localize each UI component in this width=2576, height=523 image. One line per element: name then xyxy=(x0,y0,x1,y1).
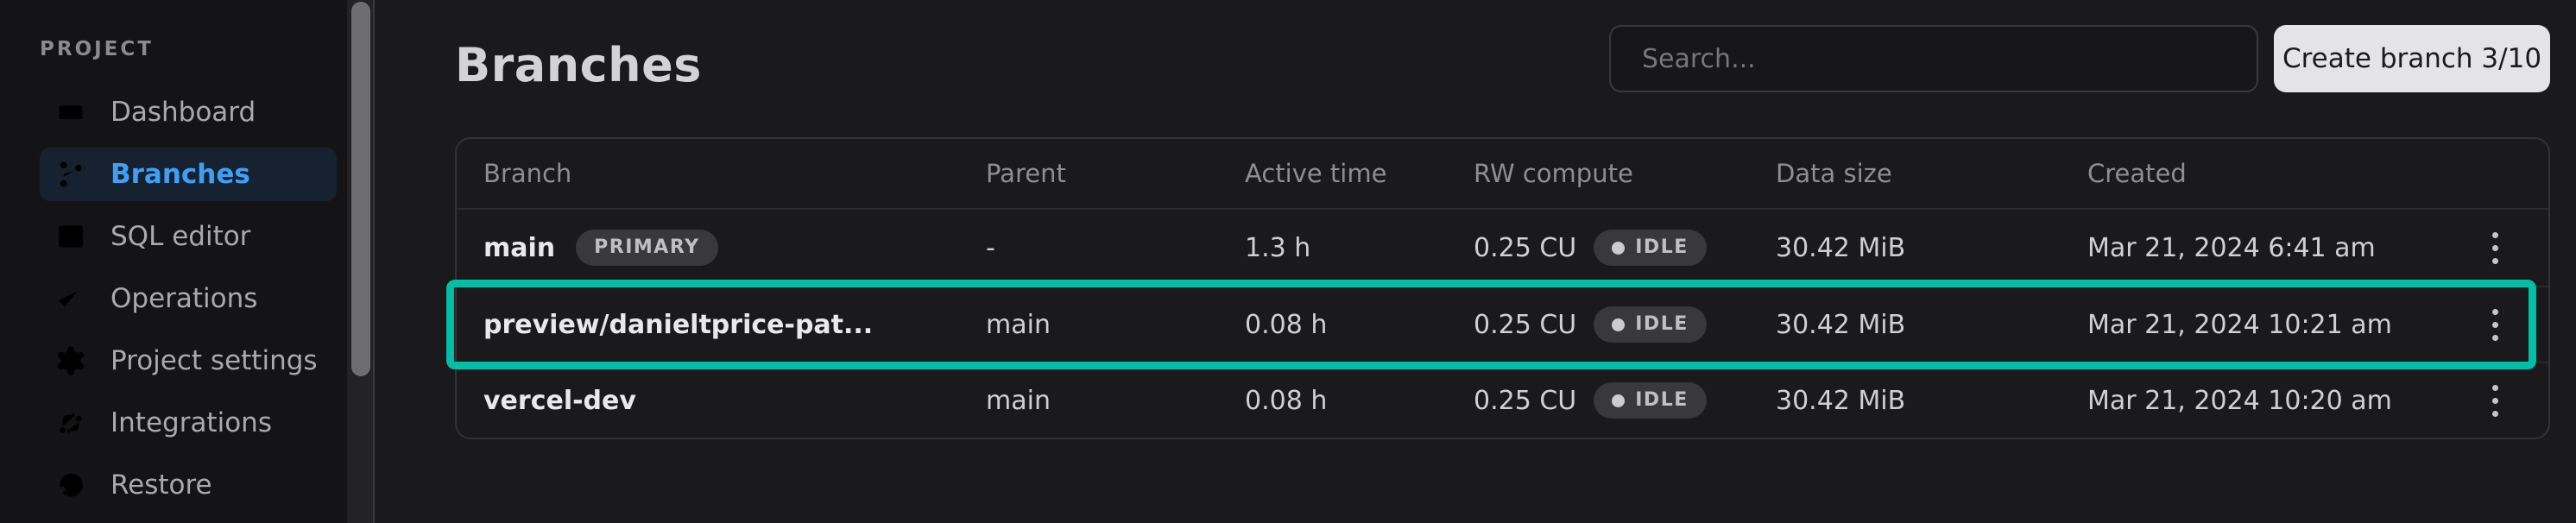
kebab-dot-icon xyxy=(2491,257,2498,264)
sidebar: PROJECT Dashboard Branches SQL editor Op… xyxy=(0,0,347,523)
sidebar-item-label: Branches xyxy=(110,159,250,190)
active-time-cell: 1.3 h xyxy=(1245,232,1311,263)
parent-cell: - xyxy=(986,232,995,263)
row-menu-button[interactable] xyxy=(2477,373,2514,429)
status-dot-icon xyxy=(1612,318,1626,331)
sidebar-item-project-settings[interactable]: Project settings xyxy=(40,334,337,388)
create-branch-button[interactable]: Create branch 3/10 xyxy=(2274,25,2550,92)
compute-size: 0.25 CU xyxy=(1474,309,1577,340)
git-branch-icon xyxy=(60,161,82,187)
kebab-dot-icon xyxy=(2491,244,2498,251)
integrations-icon xyxy=(60,412,82,434)
column-header-parent: Parent xyxy=(986,159,1066,188)
column-header-rw-compute: RW compute xyxy=(1474,159,1633,188)
row-menu-button[interactable] xyxy=(2477,297,2514,353)
search-input[interactable] xyxy=(1609,25,2258,92)
compute-status-label: IDLE xyxy=(1635,236,1689,258)
status-dot-icon xyxy=(1612,394,1626,407)
data-size-cell: 30.42 MiB xyxy=(1776,385,1906,416)
column-header-data-size: Data size xyxy=(1776,159,1892,188)
compute-size: 0.25 CU xyxy=(1474,385,1577,416)
top-actions: Create branch 3/10 xyxy=(1609,25,2550,92)
compute-size: 0.25 CU xyxy=(1474,232,1577,263)
sidebar-item-label: SQL editor xyxy=(110,221,251,252)
checklist-icon xyxy=(58,291,78,307)
history-icon xyxy=(57,473,83,497)
sidebar-item-label: Restore xyxy=(110,469,212,501)
data-size-cell: 30.42 MiB xyxy=(1776,309,1906,340)
page-title: Branches xyxy=(455,38,702,92)
main-content: Branches Create branch 3/10 Branch Parent… xyxy=(375,0,2576,523)
parent-cell: main xyxy=(986,385,1051,416)
created-cell: Mar 21, 2024 10:20 am xyxy=(2087,385,2392,416)
kebab-dot-icon xyxy=(2491,231,2498,238)
gear-icon xyxy=(57,346,85,375)
sidebar-item-label: Dashboard xyxy=(110,97,256,128)
data-size-cell: 30.42 MiB xyxy=(1776,232,1906,263)
active-time-cell: 0.08 h xyxy=(1245,385,1328,416)
compute-status-badge: IDLE xyxy=(1594,230,1707,266)
sidebar-item-integrations[interactable]: Integrations xyxy=(40,396,337,450)
dashboard-icon xyxy=(59,105,83,119)
active-time-cell: 0.08 h xyxy=(1245,309,1328,340)
sidebar-item-sql-editor[interactable]: SQL editor xyxy=(40,210,337,263)
kebab-dot-icon xyxy=(2491,410,2498,417)
kebab-dot-icon xyxy=(2491,308,2498,315)
rw-compute-cell: 0.25 CU IDLE xyxy=(1447,306,1749,343)
scrollbar-thumb[interactable] xyxy=(351,2,370,376)
sidebar-scrollbar[interactable] xyxy=(347,0,375,523)
table-header-row: Branch Parent Active time RW compute Data si… xyxy=(457,139,2548,210)
primary-badge: PRIMARY xyxy=(576,230,718,266)
compute-status-badge: IDLE xyxy=(1594,382,1707,419)
created-cell: Mar 21, 2024 6:41 am xyxy=(2087,232,2376,263)
terminal-icon xyxy=(59,225,83,248)
table-row[interactable]: vercel-dev main 0.08 h 0.25 CU IDLE 30.4… xyxy=(457,362,2548,438)
kebab-dot-icon xyxy=(2491,397,2498,404)
kebab-dot-icon xyxy=(2491,334,2498,341)
compute-status-label: IDLE xyxy=(1635,389,1689,411)
sidebar-item-operations[interactable]: Operations xyxy=(40,272,337,325)
sidebar-item-label: Project settings xyxy=(110,345,318,376)
column-header-created: Created xyxy=(2087,159,2187,188)
parent-cell: main xyxy=(986,309,1051,340)
branch-name: vercel-dev xyxy=(483,385,636,416)
table-row[interactable]: main PRIMARY - 1.3 h 0.25 CU IDLE 30.42 … xyxy=(457,210,2548,286)
row-menu-button[interactable] xyxy=(2477,220,2514,276)
compute-status-label: IDLE xyxy=(1635,313,1689,335)
rw-compute-cell: 0.25 CU IDLE xyxy=(1447,382,1749,419)
kebab-dot-icon xyxy=(2491,321,2498,328)
column-header-branch: Branch xyxy=(483,159,572,188)
column-header-active-time: Active time xyxy=(1245,159,1387,188)
rw-compute-cell: 0.25 CU IDLE xyxy=(1447,230,1749,266)
sidebar-item-branches[interactable]: Branches xyxy=(40,148,337,201)
table-row[interactable]: preview/danieltprice-pat... main 0.08 h … xyxy=(446,280,2548,369)
sidebar-item-label: Operations xyxy=(110,283,258,314)
kebab-dot-icon xyxy=(2491,384,2498,391)
branch-name: main xyxy=(483,232,556,263)
sidebar-menu: Dashboard Branches SQL editor Operations… xyxy=(0,85,347,512)
branches-table: Branch Parent Active time RW compute Data si… xyxy=(446,137,2550,439)
created-cell: Mar 21, 2024 10:21 am xyxy=(2087,309,2392,340)
sidebar-item-label: Integrations xyxy=(110,407,272,438)
branch-name: preview/danieltprice-pat... xyxy=(483,309,874,340)
status-dot-icon xyxy=(1612,241,1626,255)
sidebar-item-dashboard[interactable]: Dashboard xyxy=(40,85,337,139)
compute-status-badge: IDLE xyxy=(1594,306,1707,343)
sidebar-section-label: PROJECT xyxy=(40,38,154,60)
sidebar-item-restore[interactable]: Restore xyxy=(40,458,337,512)
